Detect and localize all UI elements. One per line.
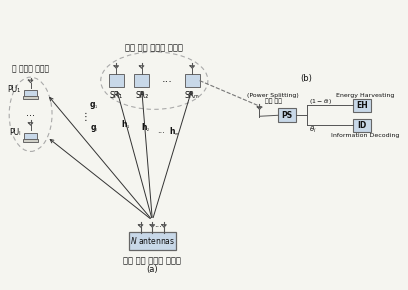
Text: PUₗ: PUₗ xyxy=(9,128,21,137)
Text: 무선 인지 사용자 수신기: 무선 인지 사용자 수신기 xyxy=(125,44,183,52)
FancyBboxPatch shape xyxy=(24,90,37,96)
FancyBboxPatch shape xyxy=(278,108,295,122)
FancyBboxPatch shape xyxy=(109,74,124,87)
Text: $\mathbf{h}_{₁}$: $\mathbf{h}_{₁}$ xyxy=(121,119,131,131)
Text: $\theta_i$: $\theta_i$ xyxy=(309,125,317,135)
Text: ⋮: ⋮ xyxy=(80,112,90,122)
Text: ...: ... xyxy=(162,74,173,84)
FancyBboxPatch shape xyxy=(23,139,38,142)
FancyBboxPatch shape xyxy=(353,99,370,112)
FancyBboxPatch shape xyxy=(24,133,37,139)
FancyBboxPatch shape xyxy=(134,74,149,87)
Text: PU₁: PU₁ xyxy=(8,85,21,94)
Text: 기 사용자 단말기: 기 사용자 단말기 xyxy=(12,64,49,73)
Text: ...: ... xyxy=(154,220,162,229)
Text: $(1-\theta_i)$: $(1-\theta_i)$ xyxy=(309,97,332,106)
Text: SRₘ: SRₘ xyxy=(185,91,200,100)
Text: (Power Splitting): (Power Splitting) xyxy=(247,93,299,98)
Text: (a): (a) xyxy=(146,265,158,274)
FancyBboxPatch shape xyxy=(353,119,370,132)
Text: ...: ... xyxy=(157,126,165,135)
Text: SR₁: SR₁ xyxy=(110,91,123,100)
Text: PS: PS xyxy=(281,111,292,120)
FancyBboxPatch shape xyxy=(185,74,200,87)
FancyBboxPatch shape xyxy=(23,97,38,99)
FancyBboxPatch shape xyxy=(129,232,176,250)
Text: Energy Harvesting: Energy Harvesting xyxy=(337,93,395,98)
Text: $\mathbf{h}_{₂}$: $\mathbf{h}_{₂}$ xyxy=(141,122,150,134)
Text: 무선 인지 사용자 송신기: 무선 인지 사용자 송신기 xyxy=(123,256,181,265)
Text: SR₂: SR₂ xyxy=(135,91,148,100)
Text: (b): (b) xyxy=(300,74,312,83)
Text: ID: ID xyxy=(357,121,366,130)
Text: $\mathbf{g}_{ₗ}$: $\mathbf{g}_{ₗ}$ xyxy=(90,123,98,134)
Text: Information Decoding: Information Decoding xyxy=(331,133,400,137)
Text: ...: ... xyxy=(26,108,35,118)
Text: EH: EH xyxy=(356,101,368,110)
Text: 전력 분할: 전력 분할 xyxy=(265,99,282,104)
Text: $N$ antennas: $N$ antennas xyxy=(130,235,175,246)
Text: $\mathbf{g}_{₁}$: $\mathbf{g}_{₁}$ xyxy=(89,100,99,111)
Text: $\mathbf{h}_{ₘ}$: $\mathbf{h}_{ₘ}$ xyxy=(169,126,180,138)
